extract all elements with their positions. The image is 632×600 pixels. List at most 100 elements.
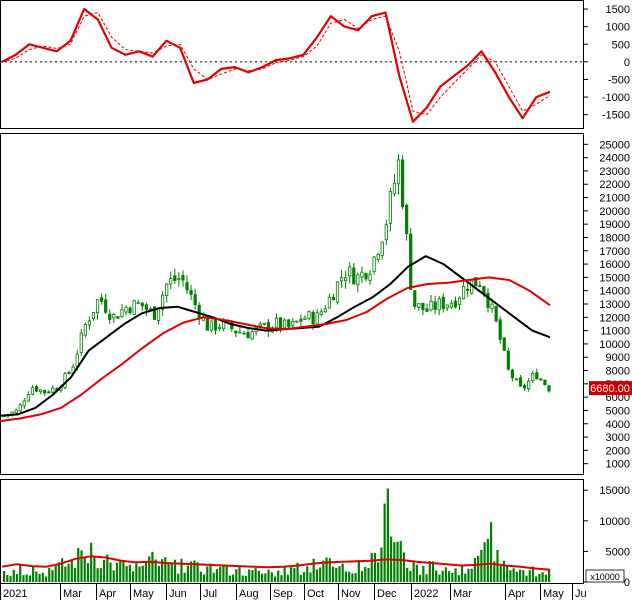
volume-bars [3, 488, 551, 582]
volume-bar [196, 562, 199, 582]
candle-body [486, 292, 490, 309]
macd-tick-label: -1000 [602, 92, 630, 104]
volume-bar [286, 574, 289, 582]
volume-bar [477, 555, 480, 582]
price-tick-label: 16000 [599, 259, 630, 271]
candle-body [437, 298, 441, 311]
candle-body [116, 316, 120, 319]
candle-body [490, 303, 494, 310]
candle-body [278, 317, 283, 329]
macd-panel-frame [0, 0, 584, 129]
volume-bar [244, 575, 248, 582]
volume-bar [93, 557, 96, 582]
moving-average-slow-line [0, 276, 551, 423]
volume-bar [83, 557, 86, 582]
volume-bar [341, 563, 344, 582]
volume-bar [102, 559, 106, 582]
volume-bar [428, 561, 431, 582]
candle-body [352, 267, 356, 285]
volume-bar [406, 567, 409, 582]
candle-body [531, 373, 535, 381]
x-axis-month-label: Jul [203, 588, 217, 600]
volume-bar [109, 562, 112, 582]
volume-bar [277, 570, 280, 582]
price-tick-label: 11000 [600, 326, 630, 338]
volume-bar [219, 566, 222, 582]
macd-tick-label: 0 [624, 57, 630, 69]
volume-bar [157, 565, 160, 582]
volume-bar [32, 566, 35, 582]
volume-bar [254, 568, 257, 582]
volume-bar [293, 568, 296, 582]
candle-body [156, 308, 161, 321]
price-tick-label: 12000 [599, 312, 630, 324]
volume-bar [319, 567, 322, 582]
x-axis-month-label: May [543, 588, 564, 600]
volume-bar [164, 557, 167, 582]
volume-bar [309, 572, 312, 582]
candle-body [461, 286, 466, 300]
macd-signal-line [1, 12, 551, 116]
volume-bar [544, 574, 547, 582]
candle-body [449, 303, 453, 308]
volume-bar [357, 559, 360, 582]
candle-body [315, 312, 319, 324]
x-axis-month-label: 2021 [3, 588, 27, 600]
volume-bar [331, 566, 335, 582]
volume-bar [115, 562, 119, 582]
volume-bar [190, 561, 193, 582]
candle-body [453, 300, 458, 308]
volume-bar [480, 549, 483, 582]
candle-body [433, 301, 437, 310]
volume-bar [99, 568, 102, 582]
candle-body [356, 274, 360, 286]
volume-panel-frame [0, 479, 584, 584]
candle-body [91, 311, 96, 320]
candle-body [494, 305, 498, 322]
candle-body [185, 282, 189, 291]
price-tick-label: 13000 [599, 299, 630, 311]
candle-body [291, 321, 295, 327]
volume-bar [193, 560, 196, 582]
candle-body [79, 332, 83, 353]
volume-bar [386, 488, 389, 582]
volume-bar [48, 567, 51, 582]
volume-bar [41, 572, 44, 582]
x-axis-month-label: Mar [63, 588, 82, 600]
candle-body [299, 318, 303, 322]
volume-tick-label: 5000 [606, 546, 630, 558]
volume-bar [70, 560, 73, 582]
candle-body [445, 304, 449, 309]
volume-bar [57, 562, 61, 582]
volume-bar [167, 562, 170, 582]
volume-bar [177, 573, 180, 582]
candle-body [319, 311, 323, 315]
candle-body [169, 278, 173, 285]
price-tick-label: 9000 [606, 352, 630, 364]
volume-bar [415, 564, 418, 582]
candle-body [303, 317, 307, 320]
volume-bar [131, 571, 135, 582]
candle-body [506, 350, 510, 370]
candle-body [339, 277, 344, 282]
macd-line [1, 7, 551, 123]
price-tick-label: 8000 [606, 366, 630, 378]
candle-body [258, 323, 262, 326]
x-axis: 2021 Mar Apr May Jun Jul Aug Sep Oct Nov Dec 2022 Ma… [0, 583, 587, 600]
volume-bar [364, 566, 367, 582]
candle-body [331, 296, 336, 301]
candle-body [136, 302, 140, 304]
candle-body [124, 306, 128, 313]
candle-body [474, 277, 478, 287]
volume-bar [54, 565, 57, 582]
candle-body [344, 276, 348, 282]
volume-bar [183, 572, 186, 582]
candle-body [26, 394, 31, 402]
candle-body [43, 389, 47, 394]
volume-bar [260, 573, 264, 582]
volume-bar [228, 575, 231, 582]
volume-bar [518, 569, 522, 582]
volume-bar [6, 575, 9, 582]
volume-bar [38, 574, 41, 582]
